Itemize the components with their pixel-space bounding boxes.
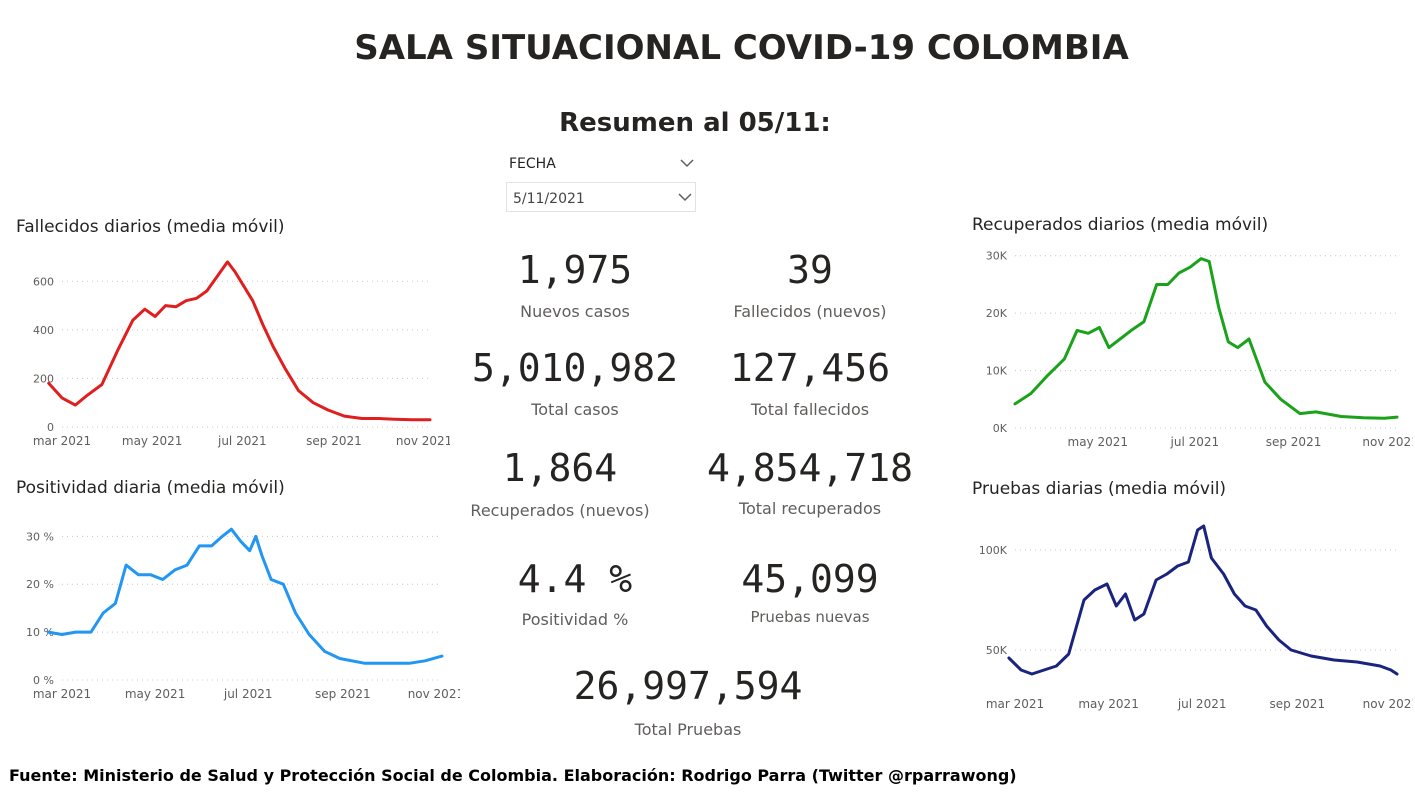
kpi-new-tests-label: Pruebas nuevas xyxy=(750,608,870,626)
kpi-total-recovered-label: Total recuperados xyxy=(738,499,882,518)
date-slicer-dropdown[interactable] xyxy=(506,182,696,212)
tests-x-tick-label: sep 2021 xyxy=(1269,697,1325,711)
deaths-chart-title: Fallecidos diarios (media móvil) xyxy=(16,217,285,237)
kpi-new-cases-value: 1,975 xyxy=(517,248,633,292)
deaths-y-tick-label: 600 xyxy=(33,275,54,288)
positivity-x-tick-label: jul 2021 xyxy=(223,687,273,701)
chevron-down-icon[interactable] xyxy=(678,156,696,170)
deaths-y-tick-label: 400 xyxy=(33,324,54,337)
kpi-new-cases-label: Nuevos casos xyxy=(520,302,630,321)
kpi-total-tests-label: Total Pruebas xyxy=(634,720,742,739)
date-slicer-value: 5/11/2021 xyxy=(513,191,585,207)
positivity-series-line xyxy=(46,527,444,665)
positivity-x-tick-label: mar 2021 xyxy=(33,687,91,701)
source-footer: Fuente: Ministerio de Salud y Protección… xyxy=(9,766,1017,785)
kpi-total-tests-value: 26,997,594 xyxy=(573,664,803,708)
chevron-down-icon[interactable] xyxy=(676,190,694,204)
deaths-x-tick-label: nov 2021 xyxy=(396,434,450,448)
recovered-y-tick-label: 0K xyxy=(993,422,1008,435)
kpi-total-deaths-value: 127,456 xyxy=(729,346,891,390)
kpi-total-recovered-value: 4,854,718 xyxy=(707,446,913,490)
deaths-x-tick-label: mar 2021 xyxy=(33,434,91,448)
kpi-positivity-label: Positividad % xyxy=(521,610,629,629)
tests-x-tick-label: nov 2021 xyxy=(1363,697,1413,711)
tests-x-tick-label: jul 2021 xyxy=(1177,697,1227,711)
deaths-series-line xyxy=(47,260,432,422)
tests-chart-title: Pruebas diarias (media móvil) xyxy=(972,479,1227,499)
dashboard-title: SALA SITUACIONAL COVID-19 COLOMBIA xyxy=(354,28,1129,68)
date-slicer-label: FECHA xyxy=(509,156,556,172)
summary-subtitle: Resumen al 05/11: xyxy=(559,108,831,138)
recovered-y-tick-label: 10K xyxy=(986,365,1008,378)
tests-line-chart: 50K 100K mar 2021 may 2021 jul 2021 sep 2021 n… xyxy=(979,524,1413,711)
deaths-x-tick-label: may 2021 xyxy=(122,434,183,448)
tests-x-tick-label: may 2021 xyxy=(1078,697,1139,711)
tests-y-tick-label: 100K xyxy=(979,544,1008,557)
deaths-x-tick-label: jul 2021 xyxy=(217,434,267,448)
positivity-y-tick-label: 30 % xyxy=(26,530,54,543)
recovered-x-tick-label: jul 2021 xyxy=(1170,435,1220,449)
kpi-total-cases-value: 5,010,982 xyxy=(472,346,678,390)
positivity-y-tick-label: 10 % xyxy=(26,626,54,639)
recovered-x-tick-label: nov 2021 xyxy=(1362,435,1413,449)
positivity-line-chart: 0 % 10 % 20 % 30 % mar 2021 may 2021 jul 2021 s… xyxy=(26,527,460,701)
positivity-y-tick-label: 20 % xyxy=(26,578,54,591)
positivity-x-tick-label: may 2021 xyxy=(125,687,186,701)
positivity-y-tick-label: 0 % xyxy=(33,674,54,687)
positivity-x-tick-label: sep 2021 xyxy=(315,687,371,701)
kpi-new-tests-value: 45,099 xyxy=(741,557,879,601)
positivity-x-tick-label: nov 2021 xyxy=(408,687,460,701)
recovered-y-tick-label: 20K xyxy=(986,307,1008,320)
tests-y-tick-label: 50K xyxy=(986,644,1008,657)
tests-x-tick-label: mar 2021 xyxy=(986,697,1044,711)
kpi-new-deaths-label: Fallecidos (nuevos) xyxy=(733,302,887,321)
deaths-x-tick-label: sep 2021 xyxy=(306,434,362,448)
recovered-line-chart: 0K 10K 20K 30K may 2021 jul 2021 sep 2021 nov 2… xyxy=(986,250,1413,449)
recovered-series-line xyxy=(1013,257,1399,420)
kpi-total-cases-label: Total casos xyxy=(531,400,619,419)
kpi-new-deaths-value: 39 xyxy=(787,248,833,292)
recovered-x-tick-label: sep 2021 xyxy=(1266,435,1322,449)
positivity-chart-title: Positividad diaria (media móvil) xyxy=(16,478,285,498)
deaths-y-tick-label: 0 xyxy=(47,421,54,434)
recovered-chart-title: Recuperados diarios (media móvil) xyxy=(972,215,1269,235)
tests-series-line xyxy=(1007,524,1399,676)
kpi-positivity-value: 4.4 % xyxy=(517,557,633,601)
kpi-new-recovered-label: Recuperados (nuevos) xyxy=(470,501,650,520)
recovered-y-tick-label: 30K xyxy=(986,250,1008,263)
recovered-x-tick-label: may 2021 xyxy=(1068,435,1129,449)
kpi-total-deaths-label: Total fallecidos xyxy=(750,400,870,419)
kpi-new-recovered-value: 1,864 xyxy=(502,446,618,490)
